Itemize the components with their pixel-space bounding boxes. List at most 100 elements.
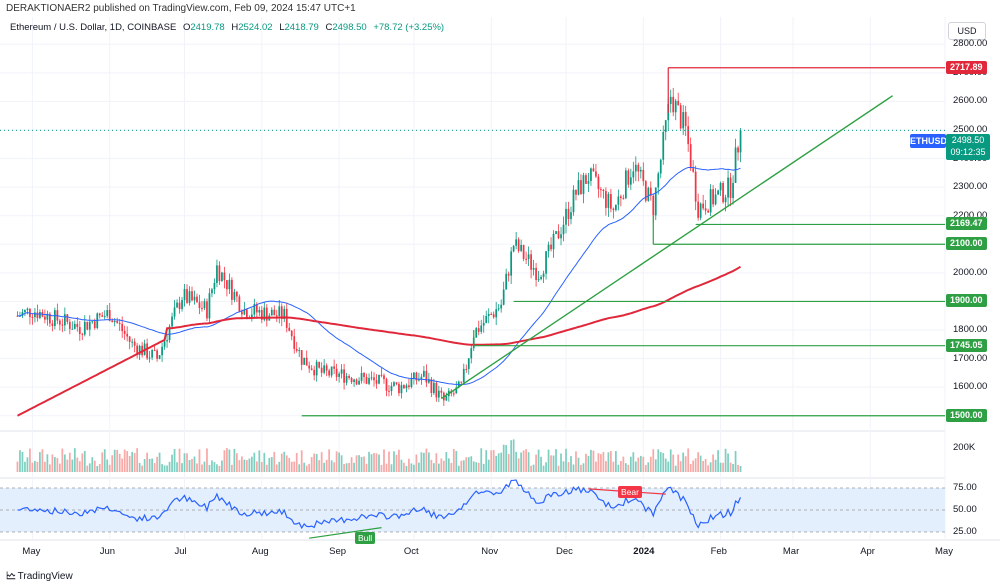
candle-body — [293, 336, 296, 349]
volume-bar — [253, 452, 256, 472]
volume-bar — [639, 455, 642, 472]
volume-bar — [435, 453, 438, 472]
volume-bar — [231, 464, 233, 472]
volume-bar — [545, 462, 547, 472]
candle-body — [482, 322, 485, 326]
volume-bar — [694, 458, 697, 472]
candle-body — [305, 357, 308, 366]
level-price-label: 1500.00 — [946, 408, 987, 422]
volume-bar — [310, 457, 313, 472]
volume-bar — [395, 454, 398, 472]
volume-bar — [490, 450, 493, 472]
tradingview-footer[interactable]: 🗠 TradingView — [6, 569, 73, 586]
symbol-legend[interactable]: Ethereum / U.S. Dollar, 1D, COINBASE O24… — [10, 22, 444, 33]
candle-body — [684, 112, 687, 127]
candle-body — [253, 304, 256, 315]
candle-body — [183, 289, 186, 301]
chart-canvas[interactable] — [0, 17, 1000, 569]
volume-bar — [263, 452, 266, 472]
volume-bar — [260, 461, 263, 472]
volume-bar — [68, 452, 71, 472]
volume-bar — [450, 462, 453, 472]
candle-body — [585, 175, 587, 184]
candle-body — [512, 245, 515, 252]
candle-body — [664, 120, 667, 132]
volume-bar — [206, 448, 208, 472]
low-label: L — [279, 22, 285, 33]
candle-body — [113, 320, 116, 323]
candle-body — [440, 390, 443, 393]
volume-bar — [420, 452, 423, 472]
open-label: O — [182, 22, 191, 33]
volume-bar — [393, 451, 395, 472]
volume-bar — [221, 460, 223, 472]
volume-bar — [21, 451, 24, 472]
candle-body — [233, 291, 236, 300]
candle-body — [118, 322, 121, 324]
volume-bar — [378, 454, 380, 472]
volume-bar — [49, 464, 51, 472]
candle-body — [375, 380, 378, 384]
volume-bar — [403, 462, 405, 472]
rsi-pane — [0, 479, 945, 539]
candle-body — [629, 177, 632, 185]
volume-bar — [385, 463, 388, 472]
candle-body — [213, 282, 216, 290]
candle-body — [171, 316, 173, 327]
volume-bar — [415, 454, 418, 472]
candle-body — [622, 198, 625, 200]
candle-body — [218, 265, 221, 282]
volume-bar — [644, 465, 647, 472]
volume-bar — [452, 449, 455, 472]
volume-bar — [163, 465, 166, 472]
volume-bar — [51, 454, 54, 472]
time-tick-label: Sep — [329, 546, 347, 557]
candle-body — [136, 345, 139, 355]
volume-bar — [238, 460, 241, 472]
volume-bar — [737, 464, 739, 472]
volume-bar — [370, 454, 373, 472]
candle-body — [138, 345, 141, 355]
candle-body — [582, 175, 585, 194]
candle-body — [255, 304, 258, 313]
candle-body — [44, 316, 46, 320]
volume-bar — [472, 461, 475, 472]
volume-bar — [617, 464, 620, 472]
price-tick-label: 2200.00 — [953, 209, 988, 221]
volume-bar — [587, 455, 590, 472]
candle-body — [58, 320, 61, 325]
volume-bar — [118, 453, 121, 472]
candle-body — [697, 201, 700, 218]
volume-bar — [288, 457, 291, 472]
candle-body — [128, 336, 131, 342]
volume-bar — [525, 449, 527, 472]
volume-bar — [201, 464, 203, 472]
volume-bar — [178, 448, 181, 472]
rsi-tick-label: 75.00 — [953, 482, 977, 493]
candle-body — [68, 321, 71, 329]
volume-bar — [46, 454, 49, 472]
tradingview-logo-icon: 🗠 — [6, 571, 16, 582]
volume-bar — [203, 461, 206, 472]
candle-body — [240, 311, 243, 315]
volume-bar — [300, 450, 303, 472]
candle-body — [615, 204, 617, 210]
volume-bar — [198, 449, 201, 472]
volume-bar — [223, 450, 226, 472]
bull-divergence-marker: Bull — [355, 532, 376, 544]
volume-bar — [428, 452, 430, 472]
volume-bar — [273, 451, 276, 472]
candle-body — [288, 327, 291, 331]
volume-bar — [226, 448, 228, 472]
candle-body — [669, 96, 672, 104]
price-tick-label: 1800.00 — [953, 324, 988, 335]
candle-body — [393, 382, 395, 386]
currency-button[interactable]: USD — [948, 22, 986, 40]
volume-bar — [732, 464, 734, 472]
candle-body — [465, 368, 468, 370]
candle-body — [445, 396, 448, 401]
volume-bar — [208, 465, 211, 472]
volume-bar — [363, 456, 365, 472]
candle-body — [21, 312, 24, 316]
volume-bar — [470, 456, 473, 472]
